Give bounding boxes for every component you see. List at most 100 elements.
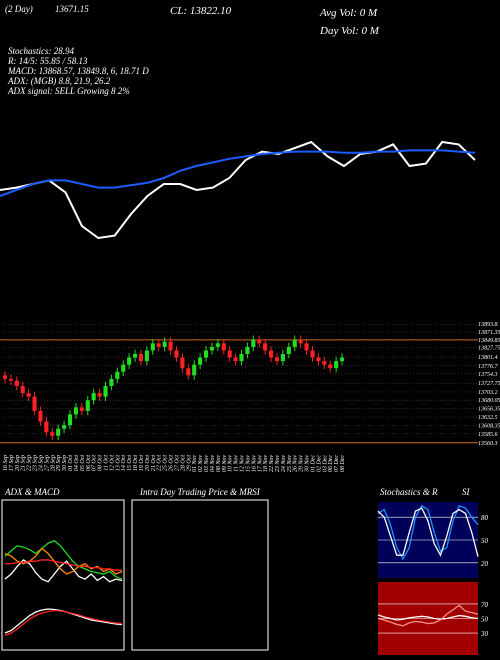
date-label: 22 Oct xyxy=(157,455,163,471)
candle-body xyxy=(26,393,31,397)
date-label: 02 Nov xyxy=(198,455,204,473)
candle-body xyxy=(8,378,13,381)
date-label: 27 Sep xyxy=(44,455,50,471)
price-label: 13849.85 xyxy=(478,337,500,344)
candle-body xyxy=(174,350,179,358)
candle-body xyxy=(263,343,268,351)
info-line: R: 14/5: 55.85 / 58.13 xyxy=(7,56,88,66)
candle-body xyxy=(251,339,256,347)
candle-body xyxy=(221,343,226,351)
series-line xyxy=(4,539,123,580)
date-label: 25 Nov xyxy=(287,455,293,473)
date-label: 03 Dec xyxy=(322,455,328,472)
date-label: 23 Nov xyxy=(275,455,281,473)
date-label: 04 Nov xyxy=(209,455,216,473)
price-label: 13632.5 xyxy=(478,415,498,421)
candle-body xyxy=(280,354,285,362)
date-label: 15 Nov xyxy=(245,455,251,473)
date-label: 13 Oct xyxy=(115,455,121,471)
date-label: 08 Nov xyxy=(216,455,222,473)
series-line xyxy=(4,609,123,637)
candle-body xyxy=(209,346,215,351)
date-label: 22 Nov xyxy=(269,455,275,473)
candle-body xyxy=(115,371,120,379)
level-label: 80 xyxy=(481,514,489,522)
candle-body xyxy=(292,339,297,347)
panel-title: SI xyxy=(462,487,471,497)
candle-body xyxy=(286,346,291,354)
candle-body xyxy=(233,357,238,362)
period: (2 Day) xyxy=(5,4,33,14)
candle-body xyxy=(67,414,73,426)
candle-body xyxy=(132,354,138,358)
date-label: 08 Oct xyxy=(98,455,104,471)
date-label: 22 Sep xyxy=(27,455,33,471)
date-label: 28 Oct xyxy=(180,455,186,471)
candle-body xyxy=(14,380,19,386)
candle-body xyxy=(198,357,203,365)
candle-body xyxy=(121,364,126,372)
price-label: 13776.7 xyxy=(478,364,499,370)
adx-panel xyxy=(1,499,125,651)
date-label: 25 Oct xyxy=(163,455,169,471)
series-line xyxy=(5,559,122,571)
date-label: 12 Oct xyxy=(109,455,115,471)
candle-body xyxy=(239,354,244,362)
candle-body xyxy=(97,393,102,397)
info-line: ADX signal: SELL Growing 8 2% xyxy=(7,86,130,96)
price-label: 13727.75 xyxy=(478,381,500,387)
candle-body xyxy=(322,361,327,365)
date-label: 09 Nov xyxy=(222,455,228,473)
candle-body xyxy=(168,341,173,351)
date-label: 01 Nov xyxy=(192,455,198,473)
candle-body xyxy=(227,350,232,358)
level-label: 50 xyxy=(481,616,489,624)
date-label: 06 Oct xyxy=(86,455,92,471)
date-label: 14 Oct xyxy=(120,455,127,471)
date-label: 30 Nov xyxy=(305,455,311,474)
avg-vol: Avg Vol: 0 M xyxy=(319,7,378,19)
date-label: 05 Oct xyxy=(80,455,86,471)
date-label: 28 Sep xyxy=(50,455,56,471)
date-label: 06 Dec xyxy=(328,455,334,472)
date-label: 16 Sep xyxy=(3,455,9,471)
date-label: 11 Nov xyxy=(234,455,240,472)
panel-title: Stochastics & R xyxy=(380,487,438,497)
candle-body xyxy=(138,354,144,362)
date-label: 26 Oct xyxy=(169,455,175,471)
candle-body xyxy=(79,407,84,411)
series-line xyxy=(377,507,479,557)
candle-body xyxy=(334,361,339,369)
series-line xyxy=(0,149,476,197)
level-label: 50 xyxy=(481,537,489,545)
date-label: 24 Nov xyxy=(280,455,287,473)
candle-body xyxy=(339,357,345,362)
date-label: 21 Sep xyxy=(21,455,27,471)
price-label: 13827.75 xyxy=(478,346,500,352)
candle-body xyxy=(44,421,49,433)
candle-body xyxy=(109,378,114,386)
candle-body xyxy=(2,375,8,379)
close: CL: 13822.10 xyxy=(170,5,232,17)
candle-body xyxy=(103,386,108,397)
level-label: 20 xyxy=(481,560,489,568)
candle-body xyxy=(38,410,43,422)
date-label: 21 Oct xyxy=(151,455,157,471)
candle-body xyxy=(245,346,250,354)
candle-body xyxy=(316,357,321,362)
date-label: 16 Nov xyxy=(251,455,257,473)
candle-body xyxy=(192,364,197,376)
candle-body xyxy=(127,357,132,365)
candle-body xyxy=(328,364,333,369)
series-line xyxy=(377,504,479,561)
price-label: 13585.6 xyxy=(478,432,498,438)
info-line: MACD: 13868.57, 13849.8, 6, 18.71 D xyxy=(7,66,149,76)
date-label: 27 Oct xyxy=(174,455,180,471)
price-label: 13656.35 xyxy=(478,407,500,413)
price-label: 13703.2 xyxy=(478,390,498,396)
date-label: 15 Oct xyxy=(127,455,133,471)
candle-body xyxy=(310,350,315,358)
candle-body xyxy=(144,350,149,362)
date-label: 03 Nov xyxy=(204,455,210,473)
date-label: 24 Sep xyxy=(37,455,44,471)
